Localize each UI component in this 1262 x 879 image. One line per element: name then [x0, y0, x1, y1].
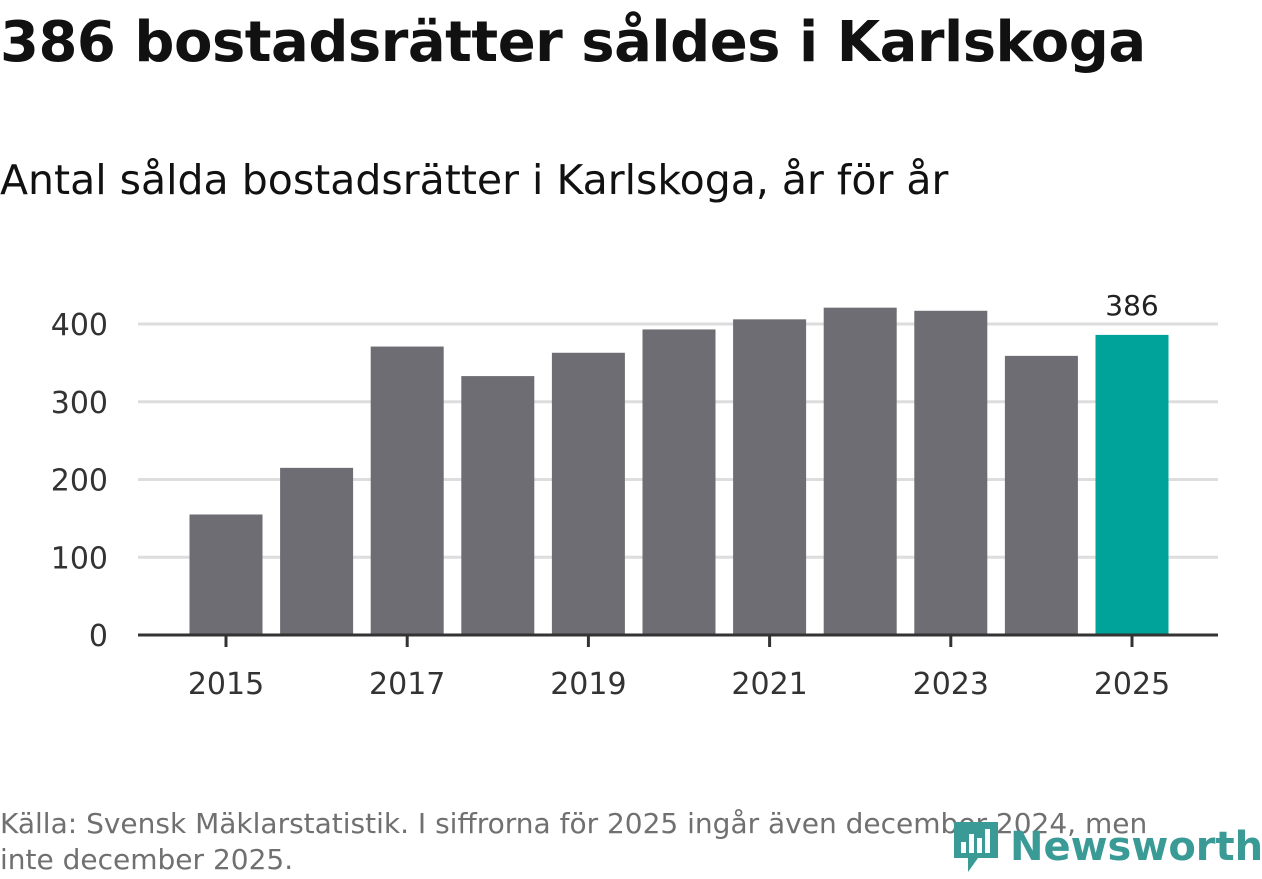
newsworthy-logo-text: Newsworthy — [1010, 824, 1262, 870]
x-tick-label-2023: 2023 — [913, 667, 989, 702]
bar-2021 — [733, 319, 807, 635]
bar-2018 — [461, 376, 535, 635]
x-tick-label-2021: 2021 — [731, 667, 807, 702]
x-tick-label-2025: 2025 — [1094, 667, 1170, 702]
y-tick-label-200: 200 — [51, 464, 108, 499]
bar-2016 — [280, 467, 354, 635]
bar-2019 — [551, 352, 625, 635]
bar-2024 — [1004, 355, 1078, 635]
bar-value-label-2025: 386 — [1105, 289, 1158, 322]
bar-2023 — [914, 310, 988, 635]
y-tick-label-100: 100 — [51, 541, 108, 576]
y-tick-label-300: 300 — [51, 386, 108, 421]
newsworthy-chart-icon — [954, 822, 998, 872]
bar-2020 — [642, 329, 716, 635]
bar-2017 — [370, 346, 444, 635]
x-tick-label-2019: 2019 — [550, 667, 626, 702]
newsworthy-logo: Newsworthy — [950, 818, 1262, 876]
bar-2022 — [823, 307, 897, 635]
y-tick-label-0: 0 — [89, 619, 108, 654]
chart-subtitle: Antal sålda bostadsrätter i Karlskoga, å… — [0, 156, 949, 204]
y-tick-label-400: 400 — [51, 308, 108, 343]
x-tick-label-2015: 2015 — [188, 667, 264, 702]
bar-2015 — [189, 514, 263, 635]
x-tick-label-2017: 2017 — [369, 667, 445, 702]
bar-2025 — [1095, 334, 1169, 635]
chart-title: 386 bostadsrätter såldes i Karlskoga — [0, 10, 1146, 75]
